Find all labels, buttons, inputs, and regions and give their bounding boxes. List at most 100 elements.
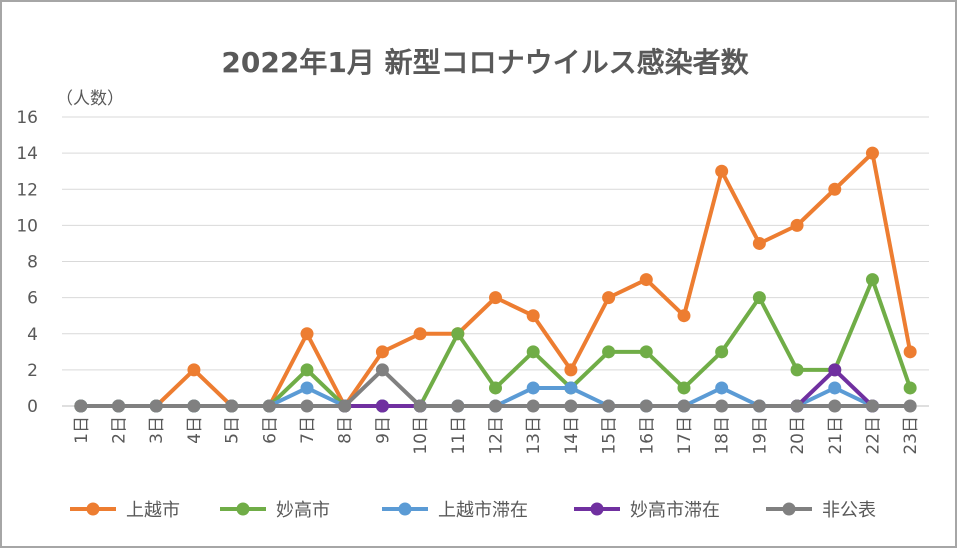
data-point <box>865 146 879 160</box>
legend-marker <box>86 502 100 516</box>
x-tick-label: 17日 <box>675 416 695 455</box>
data-point <box>752 399 766 413</box>
legend-item: 妙高市滞在 <box>574 500 720 521</box>
x-tick-label: 1日 <box>72 416 92 444</box>
data-point <box>300 363 314 377</box>
data-point <box>752 291 766 305</box>
data-point <box>74 399 88 413</box>
data-point <box>903 381 917 395</box>
data-point <box>526 345 540 359</box>
data-point <box>828 381 842 395</box>
y-tick-label: 6 <box>27 289 38 309</box>
data-point <box>338 399 352 413</box>
x-tick-label: 10日 <box>411 416 431 455</box>
legend-item: 上越市滞在 <box>382 500 528 521</box>
data-point <box>715 345 729 359</box>
data-point <box>903 345 917 359</box>
y-tick-label: 16 <box>16 108 38 128</box>
data-point <box>677 381 691 395</box>
data-point <box>677 399 691 413</box>
data-point <box>375 399 389 413</box>
x-tick-label: 18日 <box>713 416 733 455</box>
data-point <box>828 399 842 413</box>
data-point <box>639 399 653 413</box>
data-point <box>564 381 578 395</box>
data-point <box>639 273 653 287</box>
data-point <box>300 381 314 395</box>
data-point <box>375 345 389 359</box>
y-tick-label: 4 <box>27 325 38 345</box>
legend-label: 非公表 <box>822 500 876 521</box>
data-point <box>564 399 578 413</box>
data-point <box>903 399 917 413</box>
y-tick-label: 8 <box>27 253 38 273</box>
data-point <box>112 399 126 413</box>
legend-marker <box>590 502 604 516</box>
y-tick-label: 14 <box>16 144 38 164</box>
data-point <box>413 327 427 341</box>
data-point <box>225 399 239 413</box>
x-tick-label: 4日 <box>185 416 205 444</box>
legend-marker <box>398 502 412 516</box>
data-point <box>451 399 465 413</box>
data-point <box>489 291 502 305</box>
y-tick-label: 12 <box>16 180 38 200</box>
x-tick-label: 8日 <box>336 416 356 444</box>
gridlines <box>62 116 929 407</box>
data-point <box>149 399 163 413</box>
legend-item: 妙高市 <box>220 500 330 521</box>
x-tick-label: 5日 <box>223 416 243 444</box>
data-point <box>375 363 389 377</box>
data-point <box>187 399 201 413</box>
x-tick-label: 22日 <box>863 416 883 455</box>
legend-label: 妙高市滞在 <box>630 500 720 521</box>
data-point <box>828 363 842 377</box>
data-point <box>489 399 502 413</box>
data-point <box>715 381 729 395</box>
data-point <box>602 399 616 413</box>
legend-item: 非公表 <box>766 500 876 521</box>
data-point <box>489 381 502 395</box>
data-point <box>262 399 276 413</box>
legend-label: 妙高市 <box>276 500 330 521</box>
y-tick-label: 10 <box>16 216 38 236</box>
data-point <box>187 363 201 377</box>
x-axis-ticks: 1日 2日 3日 4日 5日 6日 7日 8日 9日 10日 11日 12日 13日 14日 15日 16日 1… <box>72 416 921 455</box>
data-point <box>526 309 540 323</box>
series-line <box>80 151 913 408</box>
data-point <box>526 381 540 395</box>
data-point <box>526 399 540 413</box>
data-point <box>752 236 766 250</box>
data-point <box>790 218 804 232</box>
x-tick-label: 13日 <box>524 416 544 455</box>
x-tick-label: 23日 <box>901 416 921 455</box>
data-point <box>602 345 616 359</box>
legend-label: 上越市 <box>126 500 180 521</box>
data-point <box>602 291 616 305</box>
chart-title: 2022年1月 新型コロナウイルス感染者数 <box>221 46 749 79</box>
series <box>74 146 917 413</box>
y-tick-label: 0 <box>27 397 38 417</box>
series-layer <box>74 146 917 413</box>
data-point <box>677 309 691 323</box>
x-tick-label: 3日 <box>147 416 167 444</box>
x-tick-label: 11日 <box>449 416 469 455</box>
x-tick-label: 20日 <box>788 416 808 455</box>
data-point <box>300 399 314 413</box>
x-tick-label: 21日 <box>826 416 846 455</box>
data-point <box>828 182 842 196</box>
x-tick-label: 14日 <box>562 416 582 455</box>
data-point <box>639 345 653 359</box>
x-tick-label: 9日 <box>373 416 393 444</box>
data-point <box>564 363 578 377</box>
data-point <box>300 327 314 341</box>
y-tick-label: 2 <box>27 361 38 381</box>
data-point <box>451 327 465 341</box>
x-tick-label: 12日 <box>487 416 507 455</box>
series <box>74 363 917 413</box>
data-point <box>715 399 729 413</box>
legend-marker <box>236 502 250 516</box>
data-point <box>790 399 804 413</box>
